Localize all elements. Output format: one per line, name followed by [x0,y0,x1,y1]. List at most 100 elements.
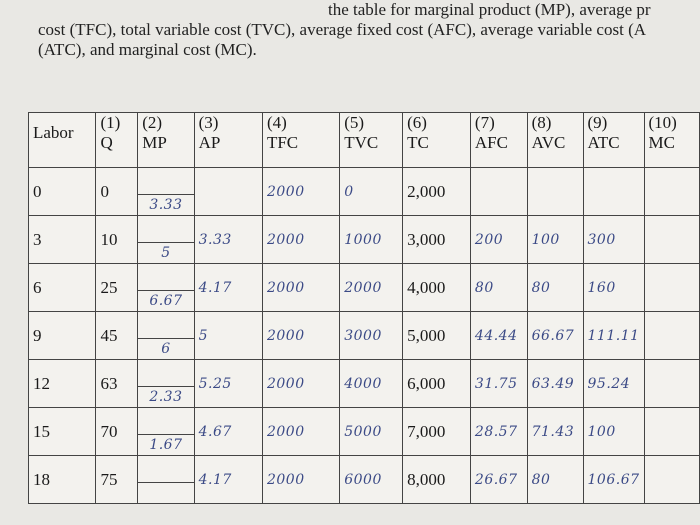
cell-value: 80 [474,279,494,296]
cell: 63.49 [526,359,584,408]
mp-cell: 5 [137,242,195,264]
column-label: TC [407,133,429,152]
cell: 63 [95,359,139,408]
cell: 66.67 [526,311,584,360]
cell-value: 63 [100,373,118,393]
cell: 3 [27,215,97,264]
cell: 2000 [261,215,341,264]
mp-cell: 2.33 [137,386,195,408]
cell: 4.17 [193,455,263,504]
cell: 2000 [261,167,341,216]
cell-value: 6000 [344,471,382,488]
header-row: Labor (1) Q (2) MP (3) AP (4) TFC (5) TVC (6) TC (7) A… [27,112,700,168]
cell: 111.11 [582,311,645,360]
cell: 0 [27,167,97,216]
cell-value: 2000 [266,423,305,440]
cell-value: 26.67 [474,471,518,488]
column-number: (9) [587,113,608,133]
cell [643,215,700,264]
column-header: Labor [27,112,97,168]
column-header: (6) TC [402,112,471,168]
cell-value: 2000 [344,279,382,296]
between-row [29,482,700,504]
cell-value: 7,000 [407,421,446,441]
column-label: MC [648,133,675,152]
column-header: (7) AFC [469,112,528,168]
column-label: Q [100,133,113,152]
data-row: 6 25 4.17 2000 2000 4,000 80 80 160 [27,263,700,312]
mp-cell [137,215,195,243]
cell-value: 3,000 [407,229,446,249]
data-row: 15 70 4.67 2000 5000 7,000 28.57 71.43 100 [27,407,700,456]
cell-value: 18 [33,469,50,489]
cell: 3.33 [193,215,263,264]
cell-value: 2,000 [407,181,446,201]
cell-value: 31.75 [474,375,518,392]
cell-value: 2000 [266,231,305,248]
cell: 31.75 [469,359,528,408]
column-label: AP [198,133,221,152]
cell [193,167,263,216]
mp-cell: 6.67 [137,290,195,312]
marginal-product: 3.33 [149,197,183,213]
column-header: (10) MC [643,112,700,168]
cell-value: 4.67 [198,423,232,440]
data-row: 18 75 4.17 2000 6000 8,000 26.67 80 106.67 [27,455,700,504]
cell: 75 [95,455,139,504]
column-header: (8) AVC [526,112,584,168]
cell-value: 2000 [266,327,305,344]
cell: 6,000 [402,359,471,408]
cell-value: 4,000 [407,277,446,297]
cell: 2000 [261,263,341,312]
cell-value: 63.49 [531,375,575,392]
cell: 71.43 [526,407,584,456]
cell-value: 2000 [266,279,305,296]
cell [643,263,700,312]
cell-value: 5000 [344,423,382,440]
instruction-line: (ATC), and marginal cost (MC). [38,40,257,59]
cell: 2000 [261,455,341,504]
column-number: (5) [344,113,365,133]
cell-value: 100 [531,231,560,248]
column-header: (1) Q [95,112,139,168]
column-number: (6) [407,113,427,133]
cell: 4.67 [193,407,263,456]
column-label: ATC [587,133,620,152]
mp-cell: 6 [137,338,195,360]
cell-value: 5.25 [198,375,232,392]
cell-value: 160 [587,279,616,296]
column-number: (8) [531,113,552,133]
instruction-line: cost (TFC), total variable cost (TVC), a… [38,20,647,39]
cell: 95.24 [582,359,645,408]
marginal-product: 6 [161,341,171,357]
instructions: the table for marginal product (MP), ave… [38,0,651,60]
cell [643,311,700,360]
between-row: 6.67 [29,290,700,312]
cell-value: 4000 [344,375,382,392]
cell-value: 28.57 [474,423,518,440]
cell: 3000 [339,311,404,360]
cell: 80 [469,263,528,312]
column-header: (5) TVC [339,112,404,168]
data-row: 3 10 3.33 2000 1000 3,000 200 100 300 [27,215,700,264]
cell: 4000 [339,359,404,408]
cell: 100 [582,407,645,456]
column-label: TFC [266,133,299,152]
column-number: (3) [198,113,219,133]
cell-value: 1000 [344,231,382,248]
cell: 5,000 [402,311,471,360]
marginal-product: 2.33 [149,389,183,405]
cell: 100 [526,215,584,264]
cell-value: 3000 [344,327,382,344]
cell [643,407,700,456]
mp-cell [137,263,195,291]
cell: 9 [27,311,97,360]
column-header: (9) ATC [582,112,645,168]
cell-value: 15 [33,421,50,441]
column-number: (7) [474,113,495,133]
cell [526,167,584,216]
cell: 0 [339,167,404,216]
cell: 6 [27,263,97,312]
cell-value: 6 [33,277,42,297]
column-label: AVC [531,133,566,152]
